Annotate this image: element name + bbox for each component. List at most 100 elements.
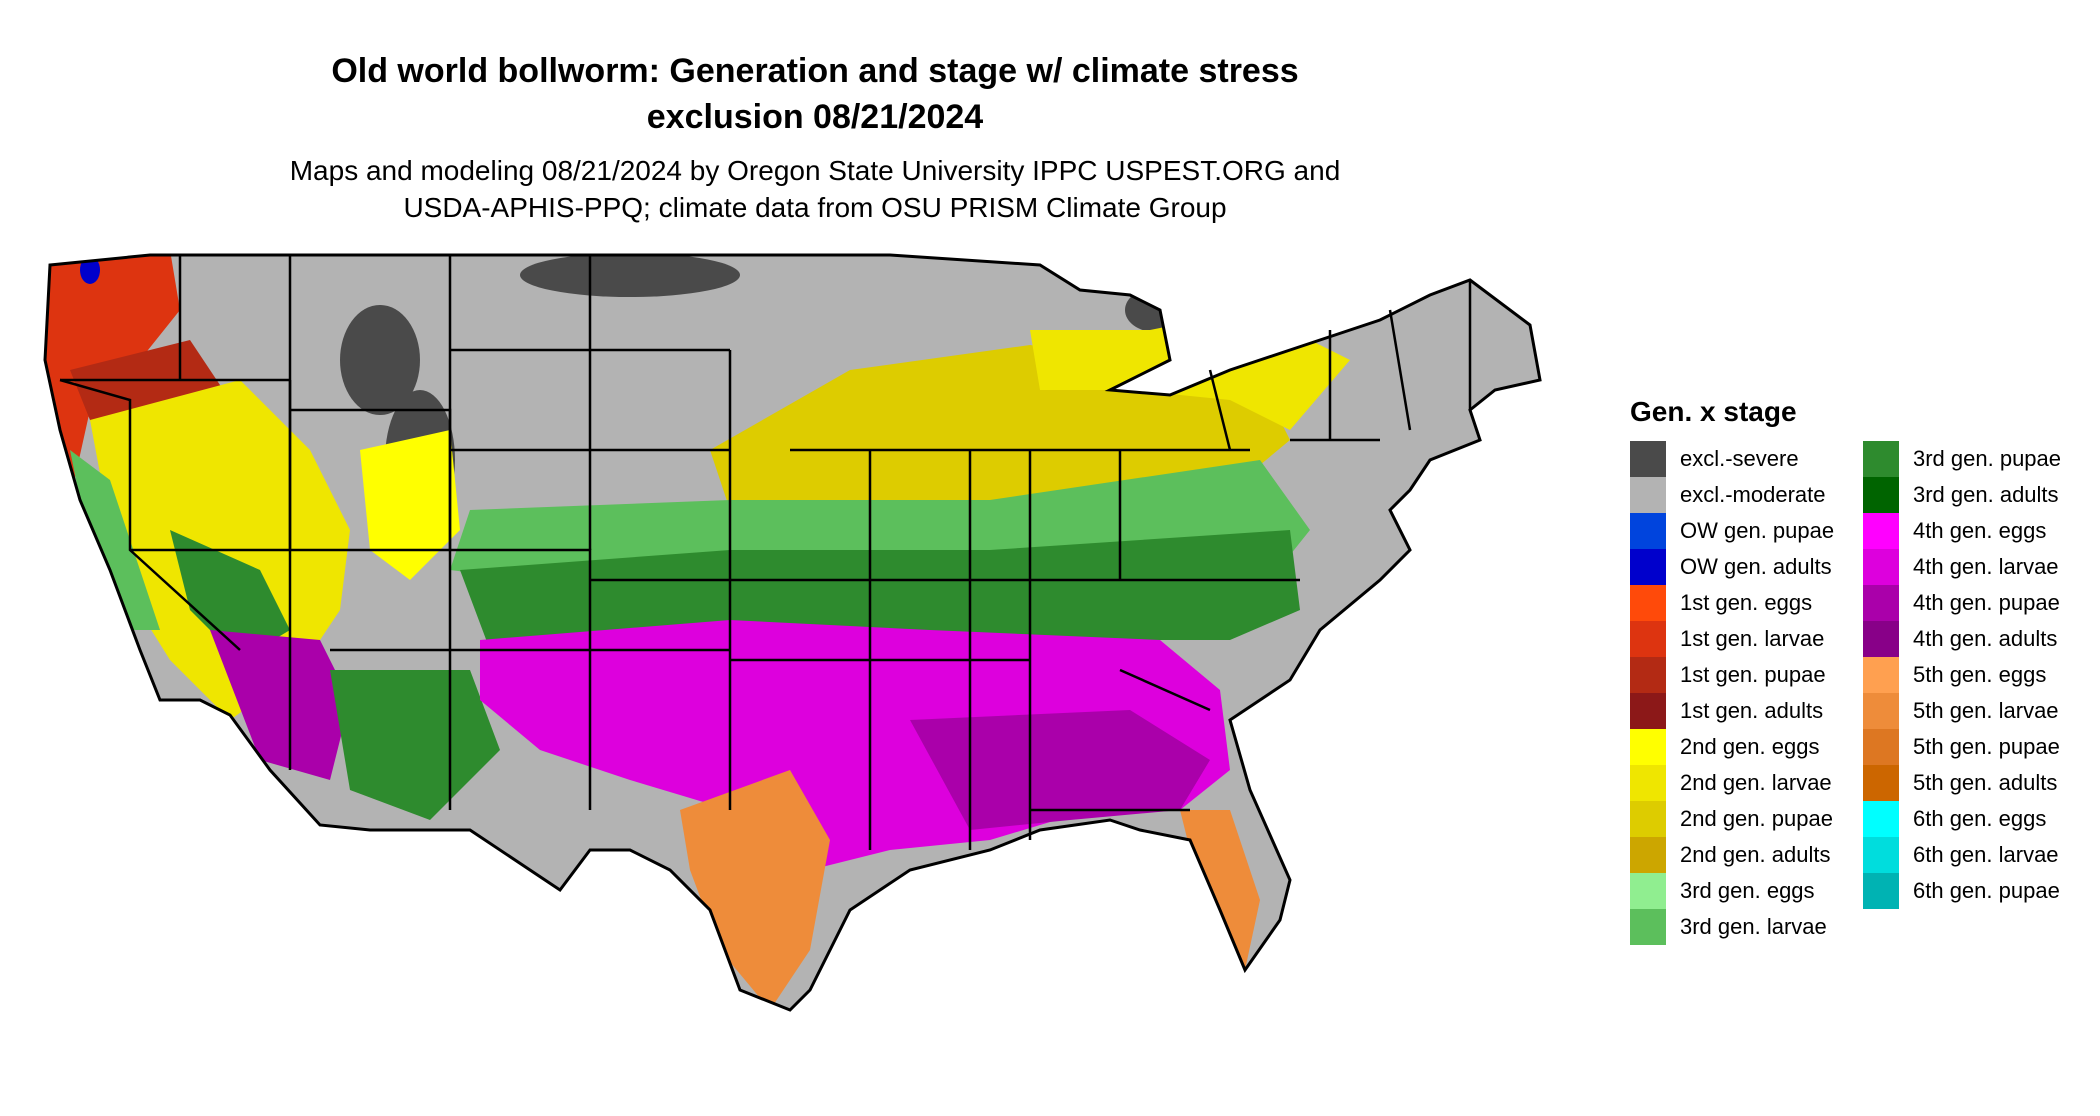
legend-item: 1st gen. larvae (1630, 621, 1863, 657)
legend-label: 3rd gen. larvae (1680, 914, 1827, 939)
legend-swatch (1630, 657, 1666, 693)
legend-label: 5th gen. larvae (1913, 698, 2059, 723)
legend-label: 6th gen. pupae (1913, 878, 2060, 903)
legend-swatch (1630, 873, 1666, 909)
legend-label: OW gen. pupae (1680, 518, 1835, 543)
legend-label: 3rd gen. pupae (1913, 446, 2062, 471)
legend-item: 1st gen. adults (1630, 693, 1863, 729)
legend-item: 5th gen. eggs (1863, 657, 2096, 693)
zone-4th-gen-pupae (910, 710, 1210, 830)
zone-3rd-gen-pupae (170, 530, 290, 660)
legend-label: 4th gen. eggs (1913, 518, 2047, 543)
legend-swatch (1630, 765, 1666, 801)
legend-label: 4th gen. adults (1913, 626, 2058, 651)
legend-label: OW gen. adults (1680, 554, 1832, 579)
us-outline (43, 253, 1542, 1012)
legend-label: 2nd gen. pupae (1680, 806, 1833, 831)
zone-3rd-gen-pupae (460, 530, 1300, 650)
legend-swatch (1630, 801, 1666, 837)
legend-swatch (1630, 441, 1666, 477)
zone-3rd-gen-pupae (330, 670, 500, 820)
legend-label: 5th gen. pupae (1913, 734, 2060, 759)
legend-swatch (1863, 765, 1899, 801)
legend-swatch (1863, 621, 1899, 657)
legend-swatch (1630, 621, 1666, 657)
legend-swatch (1863, 549, 1899, 585)
legend-swatch (1630, 585, 1666, 621)
legend-item: OW gen. adults (1630, 549, 1863, 585)
map-subtitle-line-1: Maps and modeling 08/21/2024 by Oregon S… (289, 155, 1341, 186)
zone-5th-gen-larvae (680, 770, 830, 1010)
legend-swatch (1863, 801, 1899, 837)
legend-item: 2nd gen. eggs (1630, 729, 1863, 765)
legend-label: 3rd gen. adults (1913, 482, 2059, 507)
legend-label: 2nd gen. adults (1680, 842, 1831, 867)
legend-item: OW gen. pupae (1630, 513, 1863, 549)
legend-label: 4th gen. larvae (1913, 554, 2059, 579)
legend-swatch (1630, 549, 1666, 585)
legend-label: 5th gen. adults (1913, 770, 2058, 795)
legend-swatch (1863, 477, 1899, 513)
legend-item: 4th gen. adults (1863, 621, 2096, 657)
zone-2nd-gen-eggs (360, 430, 460, 580)
legend-item: 6th gen. eggs (1863, 801, 2096, 837)
zone-excl-severe (520, 255, 740, 297)
legend-item: 3rd gen. pupae (1863, 441, 2096, 477)
map-subtitle-line-2: USDA-APHIS-PPQ; climate data from OSU PR… (403, 192, 1227, 223)
map-title-line-1: Old world bollworm: Generation and stage… (331, 52, 1299, 90)
legend-swatch (1630, 693, 1666, 729)
legend-title: Gen. x stage (1630, 396, 1797, 427)
legend-label: 1st gen. pupae (1680, 662, 1826, 687)
legend-item: 1st gen. eggs (1630, 585, 1863, 621)
legend-label: 5th gen. eggs (1913, 662, 2047, 687)
legend-label: 6th gen. larvae (1913, 842, 2059, 867)
legend-label: 1st gen. larvae (1680, 626, 1825, 651)
legend-label: 3rd gen. eggs (1680, 878, 1815, 903)
legend-swatch (1863, 873, 1899, 909)
map-title: Old world bollworm: Generation and stage… (120, 48, 1510, 140)
legend-item: 1st gen. pupae (1630, 657, 1863, 693)
legend-label: excl.-moderate (1680, 482, 1826, 507)
legend-item: 5th gen. larvae (1863, 693, 2096, 729)
zone-3rd-gen-larvae (70, 450, 160, 630)
zone-excl-severe (1125, 288, 1185, 332)
legend-column-2: 3rd gen. pupae 3rd gen. adults 4th gen. eg… (1863, 441, 2096, 945)
legend-item: 3rd gen. larvae (1630, 909, 1863, 945)
legend-label: 1st gen. adults (1680, 698, 1824, 723)
legend-label: 1st gen. eggs (1680, 590, 1813, 615)
legend-swatch (1630, 729, 1666, 765)
legend-label: excl.-severe (1680, 446, 1799, 471)
legend-swatch (1630, 909, 1666, 945)
legend-item: 4th gen. larvae (1863, 549, 2096, 585)
legend-swatch (1863, 513, 1899, 549)
legend-item: 3rd gen. eggs (1630, 873, 1863, 909)
legend-swatch (1630, 477, 1666, 513)
legend-label: 6th gen. eggs (1913, 806, 2047, 831)
legend-item: 5th gen. adults (1863, 765, 2096, 801)
legend-label: 2nd gen. larvae (1680, 770, 1832, 795)
legend-item: 4th gen. pupae (1863, 585, 2096, 621)
legend-label: 2nd gen. eggs (1680, 734, 1820, 759)
legend-item: 2nd gen. larvae (1630, 765, 1863, 801)
zone-excl-severe (340, 305, 420, 415)
map-legend: Gen. x stage excl.-severe excl.-moderate O… (1630, 395, 2100, 945)
legend-item: 6th gen. larvae (1863, 837, 2096, 873)
map-title-line-2: exclusion 08/21/2024 (646, 98, 984, 136)
zone-4th-gen-pupae (210, 630, 350, 780)
legend-swatch (1863, 729, 1899, 765)
map-subtitle: Maps and modeling 08/21/2024 by Oregon S… (120, 152, 1510, 226)
zone-5th-gen-larvae (1180, 810, 1260, 970)
legend-column-1: excl.-severe excl.-moderate OW gen. pupae O… (1630, 441, 1863, 945)
zone-6th-gen-larvae (1225, 1034, 1265, 1046)
legend-item: 4th gen. eggs (1863, 513, 2096, 549)
legend-swatch (1863, 657, 1899, 693)
map-fill-layer (45, 255, 1540, 1046)
legend-swatch (1630, 837, 1666, 873)
legend-item: excl.-moderate (1630, 477, 1863, 513)
legend-item: 2nd gen. pupae (1630, 801, 1863, 837)
legend-item: 3rd gen. adults (1863, 477, 2096, 513)
us-generation-stage-map (43, 253, 1542, 1046)
legend-item: 6th gen. pupae (1863, 873, 2096, 909)
legend-swatch (1630, 513, 1666, 549)
legend-swatch (1863, 441, 1899, 477)
